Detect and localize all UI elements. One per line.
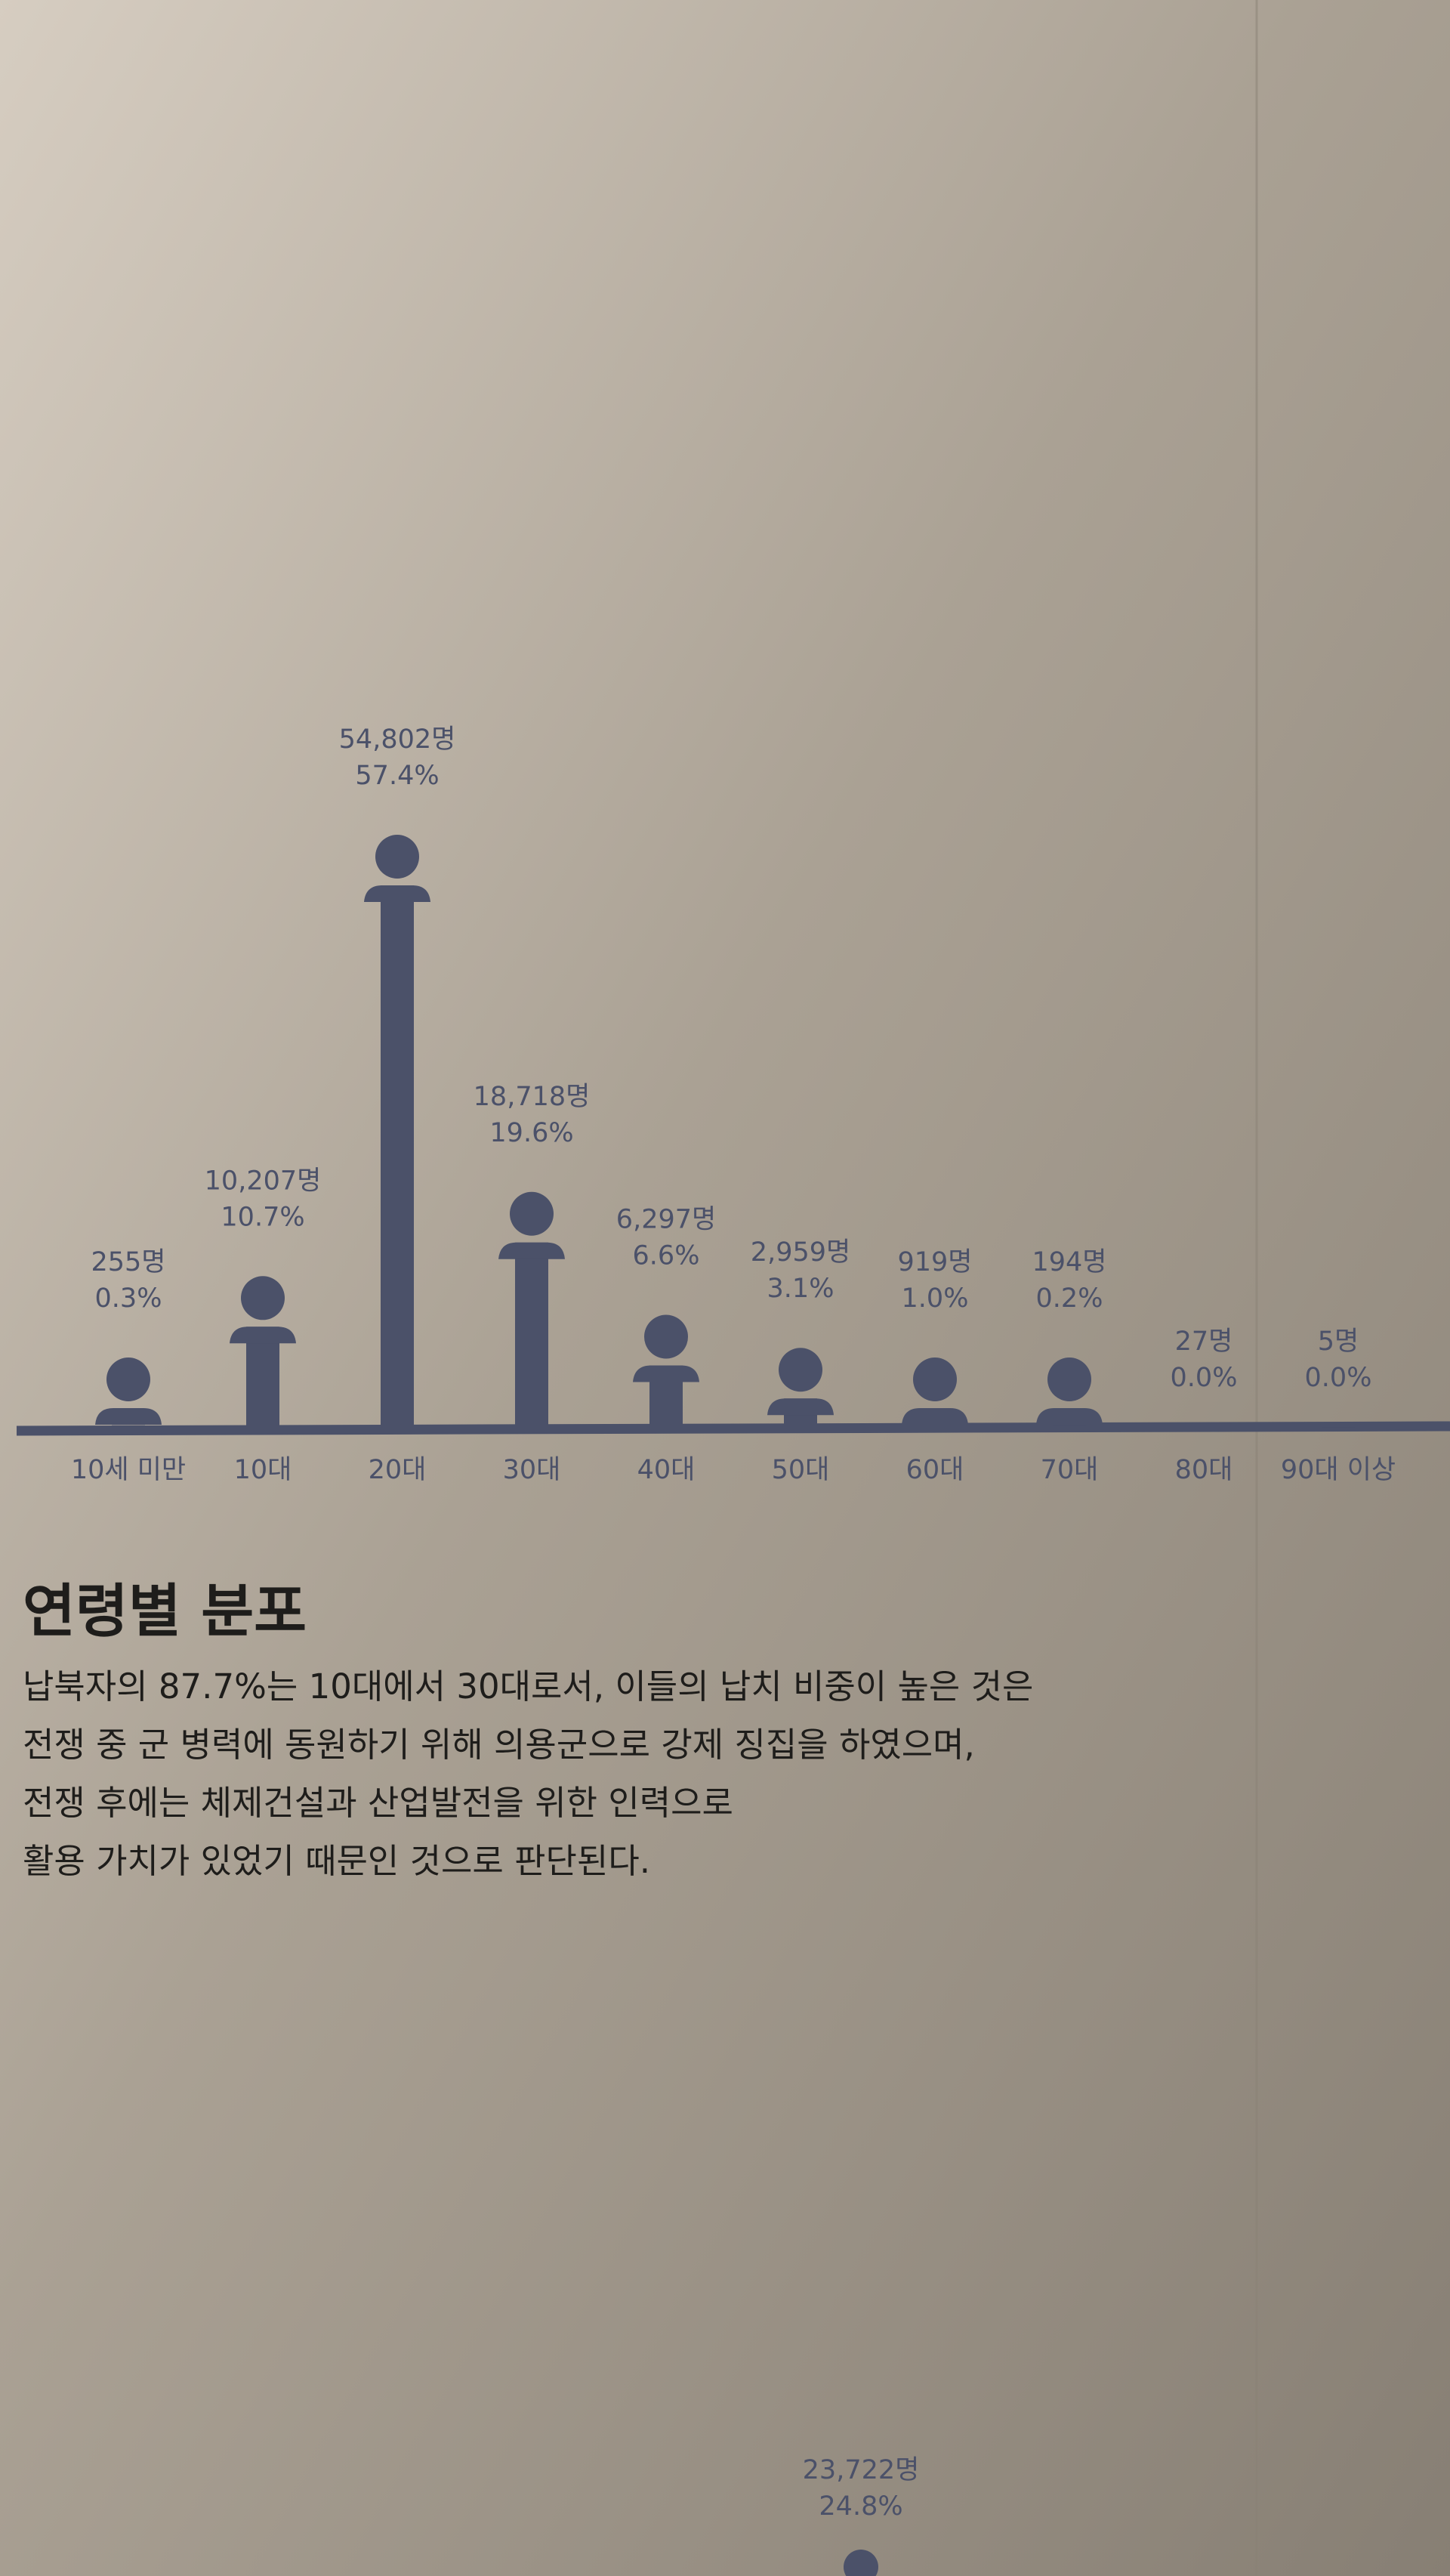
share-label: 1.0% xyxy=(902,1283,969,1314)
x-tick-label: 10대 xyxy=(234,1455,292,1485)
share-label: 10.7% xyxy=(221,1202,304,1232)
share-label: 0.3% xyxy=(95,1283,162,1314)
count-label: 10,207명 xyxy=(205,1166,322,1196)
count-label: 194명 xyxy=(1032,1247,1106,1277)
head-icon xyxy=(510,1191,554,1236)
head-icon xyxy=(913,1357,957,1401)
count-label: 18,718명 xyxy=(474,1082,591,1112)
x-tick-label: 10세 미만 xyxy=(71,1455,186,1485)
head-icon xyxy=(375,835,419,879)
description-line: 전쟁 중 군 병력에 동원하기 위해 의용군으로 강제 징집을 하였으며, xyxy=(23,1725,975,1765)
x-tick-label: 60대 xyxy=(906,1455,964,1485)
share-label: 0.0% xyxy=(1171,1363,1238,1393)
shoulder-icon xyxy=(95,1408,162,1425)
bar xyxy=(515,1242,548,1428)
share-label: 24.8% xyxy=(819,2491,902,2522)
head-icon xyxy=(1047,1357,1091,1401)
head-icon xyxy=(779,1348,822,1392)
x-tick-label: 20대 xyxy=(369,1455,427,1485)
head-icon xyxy=(241,1276,285,1320)
share-label: 6.6% xyxy=(633,1240,700,1271)
baseline xyxy=(16,1421,1450,1436)
count-label: 2,959명 xyxy=(751,1237,850,1268)
section-title: 연령별 분포 xyxy=(23,1577,307,1645)
x-tick-label: 80대 xyxy=(1175,1455,1233,1485)
count-label: 54,802명 xyxy=(339,724,456,755)
description-line: 납북자의 87.7%는 10대에서 30대로서, 이들의 납치 비중이 높은 것… xyxy=(23,1666,1033,1707)
description-line: 활용 가치가 있었기 때문인 것으로 판단된다. xyxy=(23,1841,650,1881)
shoulder-icon xyxy=(633,1365,699,1382)
count-label: 6,297명 xyxy=(616,1204,716,1234)
x-tick-label: 90대 이상 xyxy=(1281,1455,1396,1485)
description-line: 전쟁 후에는 체제건설과 산업발전을 위한 인력으로 xyxy=(23,1783,733,1823)
shoulder-icon xyxy=(498,1242,565,1259)
bar xyxy=(381,885,414,1428)
share-label: 0.2% xyxy=(1036,1283,1103,1314)
x-tick-label: 70대 xyxy=(1041,1455,1099,1485)
count-label: 27명 xyxy=(1175,1327,1233,1357)
x-tick-label: 30대 xyxy=(503,1455,561,1485)
count-label: 5명 xyxy=(1318,1327,1359,1357)
share-label: 3.1% xyxy=(767,1274,835,1304)
count-label: 919명 xyxy=(897,1247,972,1277)
shoulder-icon xyxy=(1036,1408,1103,1425)
bar xyxy=(1053,1425,1086,1428)
head-icon xyxy=(644,1314,688,1359)
shoulder-icon xyxy=(767,1398,834,1416)
x-tick-label: 40대 xyxy=(637,1455,696,1485)
share-label: 0.0% xyxy=(1305,1363,1372,1393)
shoulder-icon xyxy=(902,1408,968,1425)
share-label: 19.6% xyxy=(489,1118,573,1148)
bar xyxy=(112,1425,145,1428)
dot xyxy=(844,2550,878,2576)
bar xyxy=(246,1327,279,1428)
shoulder-icon xyxy=(364,885,430,902)
count-label: 255명 xyxy=(91,1247,165,1277)
shoulder-icon xyxy=(230,1327,296,1344)
share-label: 57.4% xyxy=(355,761,439,791)
x-tick-label: 50대 xyxy=(772,1455,830,1485)
head-icon xyxy=(106,1357,150,1401)
count-label: 23,722명 xyxy=(803,2455,920,2485)
